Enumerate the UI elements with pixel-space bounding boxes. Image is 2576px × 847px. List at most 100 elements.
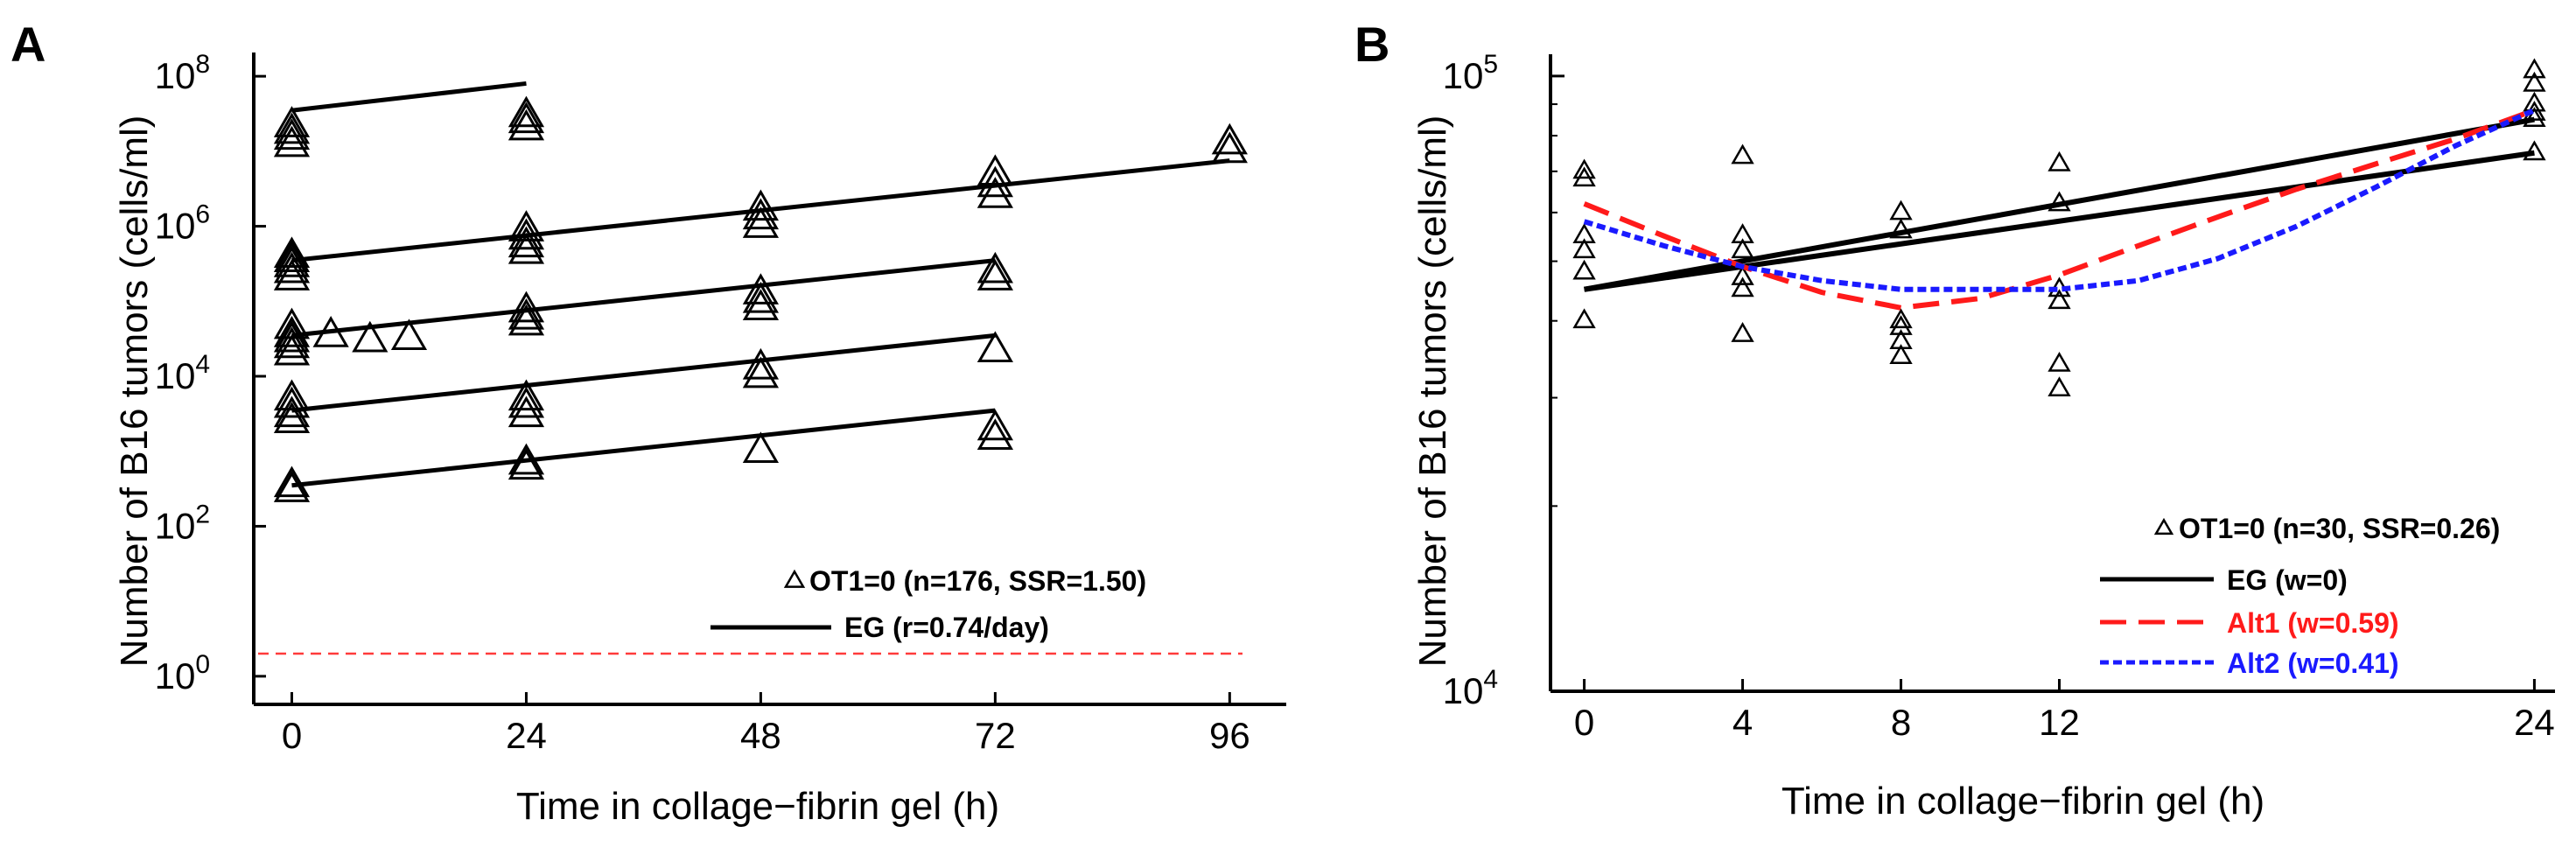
data-point-a (742, 289, 780, 320)
data-point-a (976, 177, 1013, 208)
data-point-a (273, 307, 311, 340)
data-point-b (1889, 308, 1913, 329)
data-point-a (273, 241, 311, 272)
data-point-a (273, 471, 311, 502)
data-point-a (508, 290, 545, 323)
data-point-a (1211, 122, 1248, 155)
data-point-b (2048, 352, 2071, 372)
data-point-b (1572, 158, 1596, 179)
legend-marker-triangle-b (2153, 517, 2174, 536)
data-point-b (2523, 140, 2546, 161)
y-axis-title-b: Number of B16 tumors (cells/ml) (1411, 116, 1454, 668)
data-point-a (742, 281, 780, 313)
y-tick-label-a: 100 (155, 650, 210, 696)
data-point-a (742, 431, 780, 464)
data-point-b (1889, 315, 1913, 335)
data-point-a (508, 102, 545, 134)
data-point-a (273, 402, 311, 433)
data-point-a (976, 154, 1013, 186)
data-point-a (273, 246, 311, 277)
panel-letter-a: A (10, 17, 46, 72)
plot-area-a: 100 102 104 106 108 0 24 48 72 96 OT1=0 (n=176, SS… (155, 50, 1286, 756)
data-point-a (390, 318, 428, 351)
x-tick-label-a: 0 (282, 715, 302, 756)
data-point-b (1731, 144, 1754, 164)
data-point-b (2048, 376, 2071, 397)
plot-area-b: 104 105 0 4 8 12 24 OT1=0 (n=30, SSR=0.26) EG (w… (1443, 50, 2555, 743)
panel-a: A Number of B16 tumors (cells/ml) Time i… (10, 17, 1286, 828)
legend-label-b: Alt1 (w=0.59) (2227, 607, 2399, 639)
x-axis-title-a: Time in collage−fibrin gel (h) (516, 785, 999, 828)
data-point-a (352, 320, 388, 353)
data-point-a (273, 386, 311, 418)
x-tick-label-a: 72 (975, 715, 1016, 756)
x-tick-label-a: 24 (506, 715, 547, 756)
legend-label-b: Alt2 (w=0.41) (2227, 648, 2399, 679)
data-point-a (273, 466, 311, 498)
data-point-b (1731, 238, 1754, 259)
x-tick-label-b: 8 (1891, 702, 1911, 743)
legend-marker-triangle-a (783, 569, 806, 588)
fit-line-a (291, 258, 996, 338)
legend-label-a-1: OT1=0 (n=176, SSR=1.50) (809, 565, 1146, 597)
fit-line-a (291, 408, 996, 488)
y-tick-label-a: 106 (155, 200, 210, 247)
data-point-a (976, 418, 1013, 450)
data-point-a (508, 448, 545, 480)
data-point-b (2048, 150, 2071, 172)
data-point-a (273, 379, 311, 411)
fit-curve-b (1583, 108, 2536, 292)
data-point-a (742, 198, 780, 230)
data-point-a (273, 396, 311, 428)
fit-curve-b (1584, 150, 2535, 292)
data-point-a (976, 409, 1013, 441)
data-point-a (508, 443, 545, 475)
data-point-a (508, 298, 545, 330)
data-point-b (2523, 58, 2546, 79)
data-point-a (976, 165, 1013, 198)
fit-curve-b (1584, 116, 2535, 292)
x-tick-label-b: 24 (2514, 702, 2555, 743)
y-axis-title-a: Number of B16 tumors (cells/ml) (113, 116, 156, 668)
y-tick-label-b: 104 (1443, 665, 1498, 711)
data-point-a (508, 226, 545, 258)
y-tick-label-a: 108 (155, 50, 210, 96)
data-point-b (2048, 289, 2071, 310)
data-point-b (1889, 344, 1913, 364)
data-point-a (976, 251, 1013, 284)
data-point-a (273, 236, 311, 269)
data-point-a (508, 379, 545, 411)
data-point-a (508, 95, 545, 128)
data-point-a (508, 210, 545, 242)
data-point-b (1889, 218, 1913, 239)
panel-letter-b: B (1354, 17, 1390, 72)
data-point-a (508, 218, 545, 250)
data-point-a (742, 356, 780, 388)
data-point-a (742, 189, 780, 221)
data-point-a (273, 112, 311, 144)
data-point-b (1572, 238, 1596, 259)
data-point-a (508, 386, 545, 418)
y-tick-label-a: 104 (155, 350, 210, 396)
data-point-a (976, 331, 1013, 362)
data-point-a (742, 273, 780, 304)
x-tick-label-b: 12 (2039, 702, 2080, 743)
data-point-a (273, 326, 311, 359)
data-point-a (742, 347, 780, 380)
legend-label-b-1: OT1=0 (n=30, SSR=0.26) (2179, 513, 2500, 544)
data-point-b (2523, 107, 2546, 128)
data-point-b (1731, 265, 1754, 285)
legend-label-a-2: EG (r=0.74/day) (844, 612, 1049, 643)
data-point-a (742, 206, 780, 238)
data-point-a (976, 259, 1013, 290)
x-axis-title-b: Time in collage−fibrin gel (h) (1782, 780, 2264, 822)
data-point-b (1889, 200, 1913, 220)
data-point-b (1731, 276, 1754, 298)
fit-line-a (291, 80, 527, 113)
x-tick-label-a: 96 (1209, 715, 1250, 756)
y-tick-label-a: 102 (155, 500, 210, 546)
x-tick-label-b: 0 (1574, 702, 1594, 743)
y-tick-label-b: 105 (1443, 50, 1498, 96)
panel-b: B Number of B16 tumors (cells/ml) Time i… (1354, 17, 2555, 822)
